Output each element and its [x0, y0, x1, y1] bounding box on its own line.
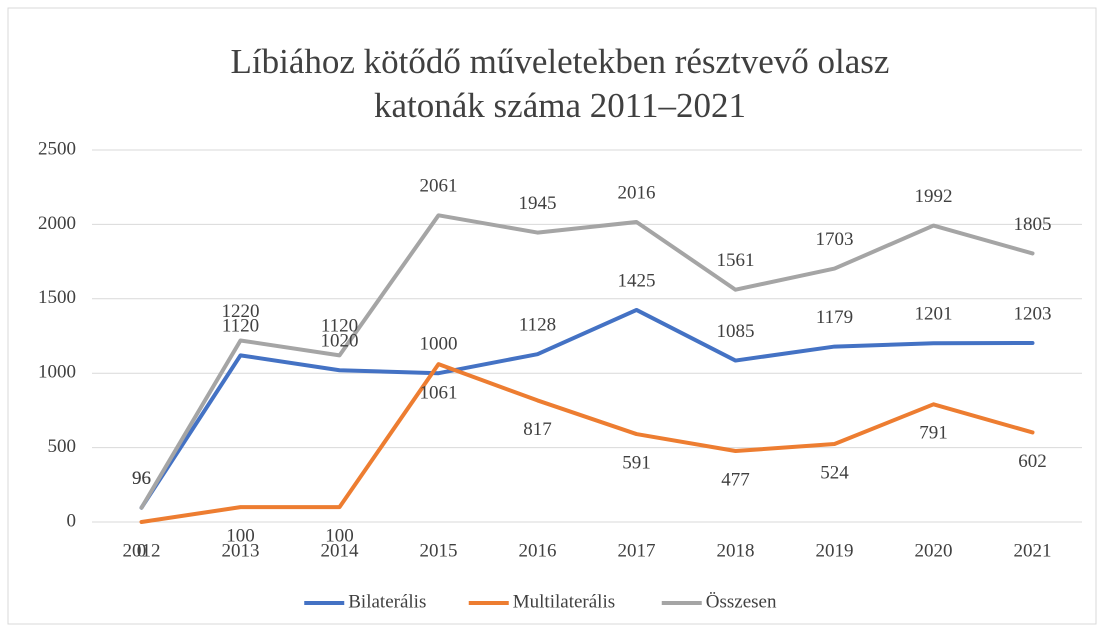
- data-label: 96: [132, 468, 151, 489]
- chart-border: [7, 7, 1097, 625]
- x-tick-label: 2019: [816, 540, 854, 561]
- data-label: 1179: [816, 307, 853, 328]
- x-tick-label: 2013: [222, 540, 260, 561]
- data-label: 817: [523, 419, 552, 440]
- data-label: 1120: [321, 316, 358, 337]
- legend-label: Összesen: [706, 591, 777, 612]
- y-tick-label: 2000: [38, 213, 76, 234]
- series-line: [139, 307, 1035, 510]
- data-label: 100: [325, 525, 354, 546]
- data-label: 1020: [321, 331, 359, 352]
- data-label: 1120: [222, 316, 259, 337]
- y-tick-label: 2500: [38, 138, 76, 159]
- data-label: 524: [820, 462, 849, 483]
- data-label: 1992: [915, 186, 953, 207]
- x-tick-label: 2014: [321, 540, 360, 561]
- x-tick-label: 2015: [420, 540, 458, 561]
- data-label: 100: [226, 525, 255, 546]
- y-tick-label: 500: [48, 436, 77, 457]
- data-label: 791: [919, 423, 948, 444]
- data-label: 0: [137, 540, 147, 561]
- series-line: [139, 362, 1035, 524]
- data-label: 1805: [1014, 214, 1052, 235]
- data-label: 477: [721, 469, 750, 490]
- data-label: 1085: [717, 321, 755, 342]
- data-label: 1203: [1014, 303, 1052, 324]
- y-tick-label: 1500: [38, 287, 76, 308]
- data-label: 2016: [618, 182, 656, 203]
- data-label: 602: [1018, 451, 1047, 472]
- y-tick-label: 1000: [38, 362, 76, 383]
- legend-label: Multilaterális: [513, 591, 615, 612]
- x-tick-label: 2012: [123, 540, 161, 561]
- y-tick-label: 0: [67, 510, 77, 531]
- data-label: 1000: [420, 334, 458, 355]
- x-tick-label: 2018: [717, 540, 755, 561]
- x-tick-label: 2016: [519, 540, 557, 561]
- data-label: 1128: [519, 315, 556, 336]
- x-tick-label: 2017: [618, 540, 656, 561]
- x-tick-label: 2021: [1014, 540, 1052, 561]
- data-label: 1061: [420, 382, 458, 403]
- data-label: 1220: [222, 301, 260, 322]
- x-tick-label: 2020: [915, 540, 953, 561]
- legend-label: Bilaterális: [348, 591, 426, 612]
- data-label: 1945: [519, 193, 557, 214]
- data-label: 1201: [915, 304, 953, 325]
- data-label: 591: [622, 452, 651, 473]
- data-label: 2061: [420, 176, 458, 197]
- chart-title: Líbiához kötődő műveletekben résztvevő o…: [230, 42, 890, 125]
- data-label: 1561: [717, 250, 755, 271]
- series-line: [139, 213, 1035, 510]
- data-label: 1425: [618, 270, 656, 291]
- data-label: 96: [132, 468, 151, 489]
- data-label: 1703: [816, 229, 854, 250]
